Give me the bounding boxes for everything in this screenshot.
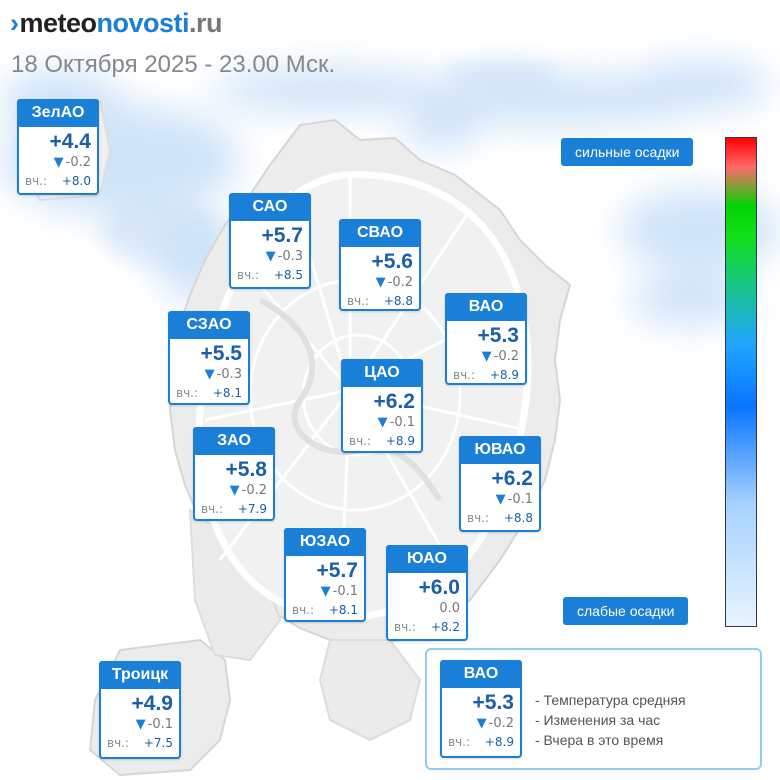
legend-line-change: - Изменения за час <box>535 712 661 728</box>
page-subtitle: 18 Октября 2025 - 23.00 Мск. <box>11 51 336 78</box>
temperature-value: +6.0 <box>418 576 460 599</box>
hourly-change: ▼ -0.3 <box>204 367 242 382</box>
triangle-down-icon: ▼ <box>53 155 64 170</box>
hourly-change: 0.0 <box>439 601 460 616</box>
temperature-value: +5.3 <box>477 324 519 347</box>
district-card-zao: ЗАО +5.8 ▼ -0.2 вч.: +7.9 <box>193 427 275 521</box>
logo-part-meteo: meteo <box>19 8 98 38</box>
district-name: СВАО <box>339 219 421 247</box>
temperature-value: +5.5 <box>200 342 242 365</box>
district-name: ЗелАО <box>17 99 99 127</box>
district-name: Троицк <box>99 661 181 689</box>
temperature-value: +5.3 <box>472 691 514 714</box>
district-card-cao: ЦАО +6.2 ▼ -0.1 вч.: +8.9 <box>341 359 423 453</box>
site-logo[interactable]: ›meteonovosti.ru <box>10 5 223 41</box>
district-name: ЮВАО <box>459 436 541 464</box>
light-precipitation-label: слабые осадки <box>563 597 689 625</box>
district-card-vao: ВАО +5.3 ▼ -0.2 вч.: +8.9 <box>445 293 527 385</box>
district-name: ВАО <box>440 660 522 688</box>
district-name: ЗАО <box>193 427 275 455</box>
hourly-change: ▼ -0.2 <box>481 349 519 364</box>
triangle-down-icon: ▼ <box>495 492 506 507</box>
yesterday-value: вч.: +8.9 <box>453 368 519 382</box>
district-name: ЮАО <box>386 545 468 573</box>
district-card-yuao: ЮАО +6.0 0.0 вч.: +8.2 <box>386 545 468 641</box>
district-name: ВАО <box>445 293 527 321</box>
district-card-yuzao: ЮЗАО +5.7 ▼ -0.1 вч.: +8.1 <box>284 528 366 622</box>
hourly-change: ▼ -0.1 <box>377 415 415 430</box>
yesterday-value: вч.: +8.8 <box>347 294 413 308</box>
district-name: САО <box>229 193 311 221</box>
triangle-down-icon: ▼ <box>229 483 240 498</box>
temperature-value: +5.6 <box>371 250 413 273</box>
yesterday-value: вч.: +8.5 <box>237 268 303 282</box>
temperature-value: +4.9 <box>131 692 173 715</box>
triangle-down-icon: ▼ <box>135 717 146 732</box>
district-card-svao: СВАО +5.6 ▼ -0.2 вч.: +8.8 <box>339 219 421 311</box>
district-card-yuvao: ЮВАО +6.2 ▼ -0.1 вч.: +8.8 <box>459 436 541 532</box>
logo-part-novosti: novosti <box>96 8 190 38</box>
yesterday-value: вч.: +8.9 <box>448 735 514 749</box>
hourly-change: ▼ -0.2 <box>229 483 267 498</box>
temperature-value: +5.7 <box>316 559 358 582</box>
triangle-down-icon: ▼ <box>204 367 215 382</box>
triangle-down-icon: ▼ <box>481 349 492 364</box>
legend-line-temperature: - Температура средняя <box>535 692 686 708</box>
district-name: СЗАО <box>168 311 250 339</box>
yesterday-value: вч.: +8.8 <box>467 511 533 525</box>
yesterday-value: вч.: +8.1 <box>292 603 358 617</box>
district-name: ЮЗАО <box>284 528 366 556</box>
logo-part-domain: .ru <box>189 8 223 38</box>
hourly-change: ▼ -0.1 <box>495 492 533 507</box>
district-card-zelao: ЗелАО +4.4 ▼ -0.2 вч.: +8.0 <box>17 99 99 195</box>
heavy-precipitation-label: сильные осадки <box>561 138 694 166</box>
triangle-down-icon: ▼ <box>375 275 386 290</box>
hourly-change: ▼ -0.2 <box>53 155 91 170</box>
hourly-change: ▼ -0.1 <box>135 717 173 732</box>
triangle-down-icon: ▼ <box>377 415 388 430</box>
yesterday-value: вч.: +8.1 <box>176 386 242 400</box>
district-card-szao: СЗАО +5.5 ▼ -0.3 вч.: +8.1 <box>168 311 250 405</box>
district-card-troitsk: Троицк +4.9 ▼ -0.1 вч.: +7.5 <box>99 661 181 759</box>
temperature-value: +5.8 <box>225 458 267 481</box>
hourly-change: ▼ -0.2 <box>476 716 514 731</box>
precipitation-scale-bar <box>725 137 757 627</box>
yesterday-value: вч.: +7.9 <box>201 502 267 516</box>
triangle-down-icon: ▼ <box>476 716 487 731</box>
district-name: ЦАО <box>341 359 423 387</box>
triangle-down-icon: ▼ <box>320 584 331 599</box>
yesterday-value: вч.: +8.9 <box>349 434 415 448</box>
yesterday-value: вч.: +8.2 <box>394 620 460 634</box>
hourly-change: ▼ -0.1 <box>320 584 358 599</box>
yesterday-value: вч.: +7.5 <box>107 736 173 750</box>
temperature-value: +4.4 <box>49 130 91 153</box>
hourly-change: ▼ -0.3 <box>265 249 303 264</box>
temperature-value: +6.2 <box>373 390 415 413</box>
temperature-value: +6.2 <box>491 467 533 490</box>
legend-example-card: ВАО +5.3 ▼ -0.2 вч.: +8.9 <box>440 660 522 758</box>
logo-arrow-icon: › <box>10 8 19 38</box>
triangle-down-icon: ▼ <box>265 249 276 264</box>
district-card-sao: САО +5.7 ▼ -0.3 вч.: +8.5 <box>229 193 311 289</box>
legend-descriptions: - Температура средняя - Изменения за час… <box>535 690 686 750</box>
hourly-change: ▼ -0.2 <box>375 275 413 290</box>
temperature-value: +5.7 <box>261 224 303 247</box>
legend-line-yesterday: - Вчера в это время <box>535 732 664 748</box>
yesterday-value: вч.: +8.0 <box>25 174 91 188</box>
